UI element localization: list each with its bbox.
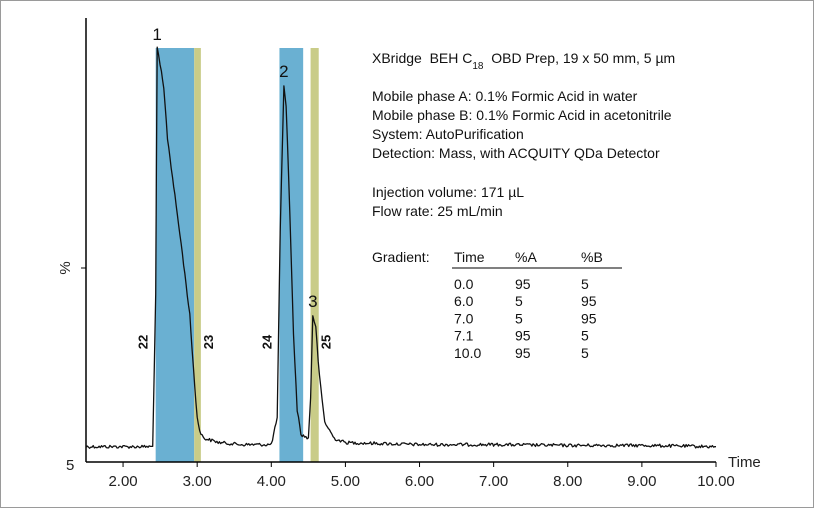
x-tick-label: 8.00 [553, 473, 582, 490]
peak-label-1: 1 [152, 25, 161, 44]
fraction-label-23: 23 [201, 335, 216, 349]
gradient-label: Gradient: [372, 249, 430, 265]
peak-label-3: 3 [308, 292, 317, 311]
gradient-table: Time %A %B0.0 95 56.0 5 957.0 5 957.1 95 510.0 95 5 [452, 249, 622, 361]
gradient-cell: 5 [581, 345, 589, 361]
x-tick-label: 4.00 [257, 473, 286, 490]
gradient-cell: 95 [581, 310, 597, 326]
gradient-header: %B [581, 249, 603, 265]
column-info: XBridge BEH C18 OBD Prep, 19 x 50 mm, 5 … [372, 50, 675, 72]
x-tick-label: 5.00 [331, 473, 360, 490]
x-tick-label: 3.00 [183, 473, 212, 490]
peak-label-2: 2 [279, 62, 288, 81]
gradient-cell: 6.0 [454, 293, 474, 309]
gradient-cell: 95 [515, 276, 531, 292]
x-tick-label: 9.00 [627, 473, 656, 490]
x-tick-label: 6.00 [405, 473, 434, 490]
x-tick-label: 7.00 [479, 473, 508, 490]
injection-volume: Injection volume: 171 µL [372, 184, 524, 200]
gradient-cell: 5 [581, 328, 589, 344]
gradient-cell: 7.1 [454, 328, 474, 344]
y-axis-min-label: 5 [66, 457, 74, 474]
mobile-phase-b: Mobile phase B: 0.1% Formic Acid in acet… [372, 107, 672, 123]
mobile-phase-a: Mobile phase A: 0.1% Formic Acid in wate… [372, 88, 638, 104]
x-tick-label: 10.00 [697, 473, 735, 490]
flow-rate: Flow rate: 25 mL/min [372, 203, 503, 219]
gradient-cell: 95 [515, 345, 531, 361]
gradient-cell: 95 [515, 328, 531, 344]
fraction-label-22: 22 [136, 335, 151, 349]
gradient-cell: 5 [581, 276, 589, 292]
gradient-header: %A [515, 249, 537, 265]
gradient-cell: 10.0 [454, 345, 481, 361]
gradient-cell: 5 [515, 310, 523, 326]
gradient-cell: 7.0 [454, 310, 474, 326]
gradient-cell: 5 [515, 293, 523, 309]
y-axis-label: % [57, 261, 74, 274]
axes: % 5 Time [57, 18, 761, 474]
gradient-cell: 0.0 [454, 276, 474, 292]
chromatogram-trace [85, 46, 717, 449]
fraction-band-22 [155, 48, 195, 462]
fraction-label-25: 25 [319, 335, 334, 349]
fraction-bands [155, 48, 319, 462]
detection-info: Detection: Mass, with ACQUITY QDa Detect… [372, 145, 660, 161]
system-info: System: AutoPurification [372, 126, 524, 142]
x-tick-label: 2.00 [108, 473, 137, 490]
gradient-cell: 95 [581, 293, 597, 309]
x-ticks: 2.00 3.00 4.00 5.00 6.00 7.00 8.00 9.00 10.00 [108, 462, 735, 490]
x-axis-label: Time [728, 454, 761, 471]
fraction-label-24: 24 [259, 334, 274, 349]
series [85, 46, 717, 449]
fraction-band-23 [194, 48, 201, 462]
gradient-header: Time [454, 249, 485, 265]
fraction-band-25 [310, 48, 319, 462]
method-info: XBridge BEH C18 OBD Prep, 19 x 50 mm, 5 … [372, 50, 675, 361]
